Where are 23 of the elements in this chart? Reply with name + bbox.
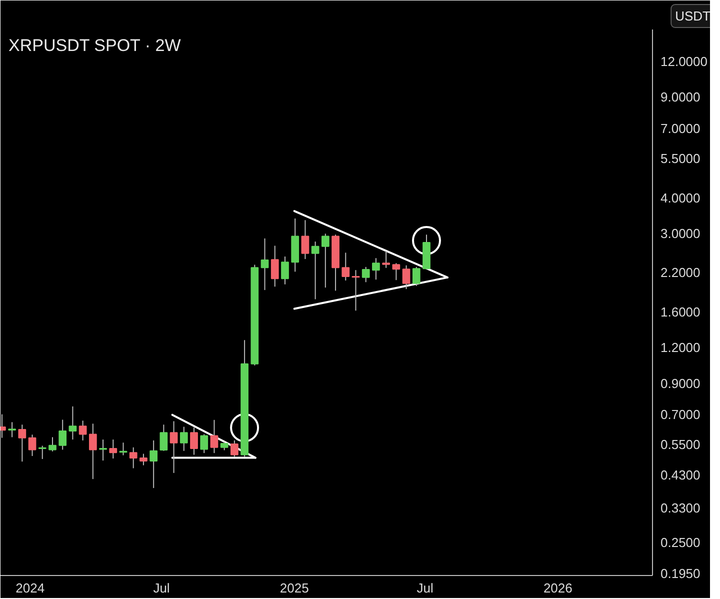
y-tick-label: 0.1950 xyxy=(660,566,700,582)
x-tick-label: Jul xyxy=(416,580,434,596)
y-tick-label: 4.0000 xyxy=(660,190,700,206)
y-tick-label: 0.7000 xyxy=(660,407,700,422)
y-tick-label: 2.2000 xyxy=(660,264,700,280)
x-tick-label: 2026 xyxy=(543,580,572,596)
y-tick-label: 1.6000 xyxy=(660,304,700,320)
x-tick-label: 2025 xyxy=(280,580,309,596)
y-tick-label: 0.5500 xyxy=(660,437,700,452)
x-tick-label: 2024 xyxy=(16,580,45,596)
y-tick-label: 5.5000 xyxy=(660,150,700,166)
x-tick-label: Jul xyxy=(153,580,170,596)
y-tick-label: 0.9000 xyxy=(660,376,700,391)
y-tick-label: 0.4300 xyxy=(660,468,700,483)
y-tick-label: 3.0000 xyxy=(660,226,700,242)
y-tick-label: 0.2500 xyxy=(660,535,700,550)
y-tick-label: 0.3300 xyxy=(660,500,700,516)
y-tick-label: 1.2000 xyxy=(660,340,700,356)
y-tick-label: 7.0000 xyxy=(660,120,700,136)
y-tick-label: 12.0000 xyxy=(660,54,708,69)
y-axis-title: USDT xyxy=(675,8,711,24)
y-tick-label: 9.0000 xyxy=(660,90,700,105)
chart-title: XRPUSDT SPOT · 2W xyxy=(8,36,181,55)
